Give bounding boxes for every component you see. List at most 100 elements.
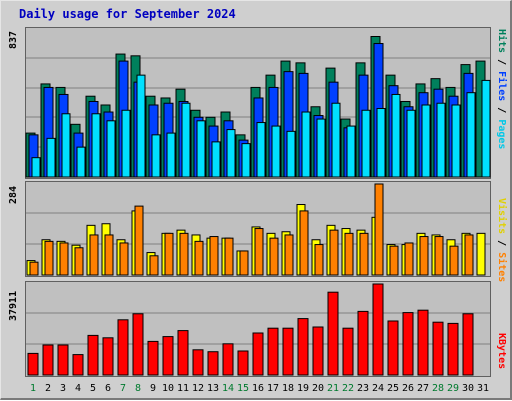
sites-bar [374, 183, 384, 276]
day-tick-label: 14 [221, 383, 235, 394]
sites-bar [44, 240, 54, 276]
pages-bar [136, 74, 146, 178]
sites-bar [179, 232, 189, 276]
kbytes-bar [192, 349, 204, 376]
day-tick-label: 30 [461, 383, 475, 394]
kbytes-bar [102, 337, 114, 376]
pages-bar [376, 108, 386, 178]
kbytes-max-label: 37911 [8, 290, 19, 321]
kbytes-bar [282, 327, 294, 376]
day-tick-label: 6 [104, 383, 112, 394]
day-tick-label: 5 [89, 383, 97, 394]
kbytes-bar [87, 334, 99, 376]
sites-bar [269, 237, 279, 276]
day-tick-label: 23 [356, 383, 370, 394]
chart-title: Daily usage for September 2024 [19, 7, 236, 21]
kbytes-label: KBytes [496, 333, 507, 370]
kbytes-bar [387, 320, 399, 376]
day-tick-label: 1 [29, 383, 37, 394]
sites-bar [284, 234, 294, 276]
pages-bar [46, 137, 56, 178]
day-tick-label: 12 [191, 383, 205, 394]
sites-bar [194, 240, 204, 276]
pages-bar [61, 113, 71, 178]
kbytes-bar [57, 344, 69, 376]
day-tick-label: 10 [161, 383, 175, 394]
sites-label: Sites [496, 252, 507, 283]
kbytes-bar [267, 327, 279, 376]
kbytes-bar [252, 332, 264, 376]
kbytes-bar [402, 312, 414, 376]
day-tick-label: 19 [296, 383, 310, 394]
pages-bar [256, 122, 266, 178]
day-tick-label: 13 [206, 383, 220, 394]
pages-bar [196, 120, 206, 178]
sites-bar [29, 261, 39, 276]
day-tick-label: 11 [176, 383, 190, 394]
sites-bar [419, 236, 429, 276]
day-tick-label: 7 [119, 383, 127, 394]
sites-bar [434, 236, 444, 276]
day-tick-label: 16 [251, 383, 265, 394]
sites-bar [224, 237, 234, 276]
kbytes-bar [417, 309, 429, 376]
day-tick-label: 22 [341, 383, 355, 394]
sites-bar [74, 247, 84, 276]
day-tick-label: 31 [476, 383, 490, 394]
sites-bar [104, 234, 114, 276]
pages-bar [451, 104, 461, 178]
files-label: Files [496, 71, 507, 102]
pages-bar [31, 157, 41, 178]
day-tick-label: 2 [44, 383, 52, 394]
kbytes-bar [312, 326, 324, 376]
kbytes-bar [72, 354, 84, 376]
pages-bar [226, 129, 236, 178]
sites-bar [449, 245, 459, 276]
pages-bar [466, 92, 476, 178]
pages-bar [241, 143, 251, 178]
visits-max-label: 284 [8, 185, 19, 204]
day-tick-label: 3 [59, 383, 67, 394]
pages-bar [406, 109, 416, 178]
sites-bar [254, 228, 264, 276]
pages-bar [76, 146, 86, 178]
sites-bar [344, 232, 354, 276]
day-tick-label: 26 [401, 383, 415, 394]
sites-bar [119, 242, 129, 276]
sites-bar [209, 236, 219, 276]
kbytes-bar [42, 344, 54, 376]
kbytes-bar [462, 313, 474, 376]
pages-bar [166, 132, 176, 178]
kbytes-bar [147, 340, 159, 376]
day-tick-label: 8 [134, 383, 142, 394]
pages-bar [211, 141, 221, 178]
sites-bar [404, 242, 414, 276]
sites-bar [299, 210, 309, 276]
kbytes-bar [177, 330, 189, 376]
pages-bar [91, 113, 101, 178]
kbytes-bar [27, 352, 39, 376]
pages-bar [106, 120, 116, 178]
kbytes-bar [162, 336, 174, 376]
day-tick-label: 29 [446, 383, 460, 394]
day-tick-label: 15 [236, 383, 250, 394]
day-tick-label: 17 [266, 383, 280, 394]
day-tick-label: 20 [311, 383, 325, 394]
kbytes-bar [297, 318, 309, 376]
kbytes-bar [447, 322, 459, 376]
pages-bar [481, 79, 491, 178]
day-tick-label: 9 [149, 383, 157, 394]
day-tick-label: 25 [386, 383, 400, 394]
sites-bar [134, 205, 144, 276]
sites-bar [314, 244, 324, 276]
sites-bar [149, 255, 159, 276]
hits-axis-label: Hits / Files / Pages [496, 29, 507, 150]
day-tick-label: 21 [326, 383, 340, 394]
pages-bar [331, 102, 341, 178]
kbytes-bar [207, 351, 219, 376]
day-tick-label: 28 [431, 383, 445, 394]
visits-label: Visits [496, 198, 507, 235]
day-tick-label: 27 [416, 383, 430, 394]
